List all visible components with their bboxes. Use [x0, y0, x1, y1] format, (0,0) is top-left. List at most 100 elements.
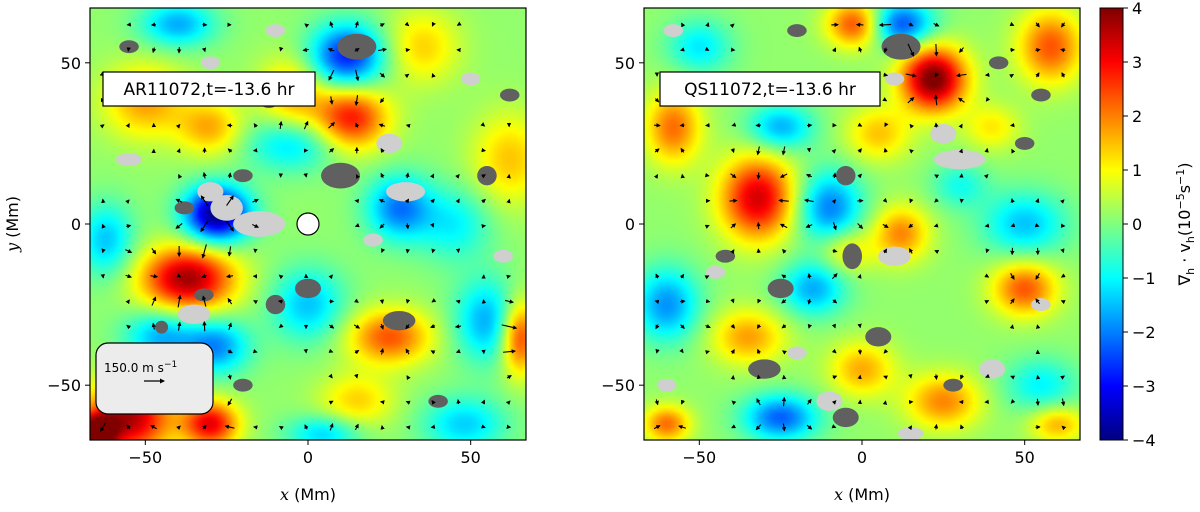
velocity-arrow [175, 223, 183, 229]
light-magnetic-patch [933, 149, 986, 170]
velocity-arrow [807, 398, 812, 405]
velocity-arrow [934, 250, 940, 255]
light-magnetic-patch [878, 246, 911, 266]
velocity-arrow [379, 72, 386, 78]
velocity-arrow [481, 174, 486, 179]
velocity-arrow [227, 246, 232, 257]
velocity-arrow [430, 324, 436, 329]
velocity-arrow [405, 172, 410, 179]
velocity-arrow [1061, 425, 1067, 431]
velocity-arrow [1009, 74, 1015, 79]
velocity-arrow [456, 21, 462, 26]
light-magnetic-patch [930, 124, 957, 144]
velocity-arrow [379, 223, 385, 229]
right-x-ticks: −50 0 50 [682, 440, 1035, 467]
velocity-arrow [405, 400, 411, 405]
velocity-arrow [329, 21, 334, 28]
velocity-arrow [907, 96, 915, 104]
velocity-arrow [431, 248, 436, 254]
velocity-arrow [354, 47, 360, 53]
velocity-arrow [430, 350, 436, 355]
velocity-arrow [405, 299, 411, 304]
velocity-arrow [354, 349, 360, 355]
velocity-arrow [456, 398, 461, 405]
velocity-arrow [1060, 375, 1066, 380]
velocity-arrow [933, 22, 940, 27]
y-tick-label: 50 [61, 54, 81, 73]
velocity-arrow [907, 425, 913, 431]
velocity-arrow [503, 349, 516, 354]
velocity-arrow [654, 399, 659, 406]
right-annotation: QS11072,t=-13.6 hr [659, 71, 881, 107]
velocity-arrow [909, 198, 914, 204]
velocity-arrow [729, 198, 738, 203]
dark-magnetic-patch [865, 327, 892, 347]
velocity-arrow [354, 373, 359, 379]
velocity-arrow [655, 348, 660, 354]
velocity-arrow [380, 147, 385, 153]
light-magnetic-patch [884, 72, 905, 86]
velocity-arrow [253, 123, 259, 128]
velocity-arrow [100, 422, 106, 433]
velocity-arrow [1009, 21, 1015, 26]
velocity-arrow [832, 248, 838, 253]
dark-magnetic-patch [499, 88, 520, 102]
velocity-arrow [1035, 22, 1040, 28]
velocity-arrow [227, 297, 233, 305]
velocity-arrow [1009, 324, 1015, 330]
velocity-arrow [379, 97, 385, 104]
velocity-arrow [679, 348, 684, 354]
velocity-arrow [934, 174, 940, 179]
light-magnetic-patch [663, 24, 684, 38]
velocity-arrow [705, 324, 711, 329]
velocity-arrow [781, 299, 787, 304]
velocity-arrow [1060, 398, 1066, 407]
velocity-arrow [455, 348, 461, 354]
velocity-arrow [354, 95, 359, 107]
velocity-arrow [328, 373, 333, 379]
velocity-arrow [831, 323, 836, 329]
velocity-arrow [730, 324, 736, 329]
velocity-arrow [101, 248, 106, 254]
velocity-arrow [328, 324, 335, 329]
velocity-arrow [729, 23, 735, 29]
velocity-arrow [201, 47, 207, 53]
dark-magnetic-patch [321, 162, 361, 189]
velocity-arrow [908, 247, 914, 254]
velocity-arrow [781, 396, 787, 407]
velocity-arrow [227, 398, 233, 406]
velocity-arrow [882, 97, 888, 102]
dark-magnetic-patch [842, 243, 863, 270]
right-x-axis-label: x (Mm) [834, 485, 890, 504]
dark-magnetic-patch [477, 165, 497, 186]
velocity-arrow [882, 223, 889, 228]
colorbar-tick-label: 1 [1132, 161, 1142, 180]
velocity-arrow [278, 323, 284, 329]
dark-magnetic-patch [748, 359, 781, 379]
velocity-arrow [756, 146, 761, 156]
colorbar: 4 3 2 1 0 −1 −2 −3 −4 ∇h · vh(10−5s−1) [1099, 0, 1197, 450]
velocity-arrow [506, 274, 512, 279]
velocity-arrow [404, 198, 410, 204]
velocity-arrow [832, 375, 838, 380]
velocity-arrow [125, 199, 130, 205]
velocity-arrow [1035, 398, 1040, 406]
dark-magnetic-patch [835, 165, 856, 186]
velocity-arrow [177, 321, 182, 331]
velocity-arrow [905, 73, 917, 78]
velocity-arrow [679, 299, 686, 304]
velocity-arrow [151, 296, 157, 306]
velocity-arrow [884, 122, 889, 128]
light-magnetic-patch [657, 378, 677, 392]
velocity-arrow [730, 173, 737, 179]
velocity-arrow [757, 298, 762, 304]
velocity-arrow [984, 273, 990, 278]
velocity-arrow [227, 374, 232, 380]
light-magnetic-patch [460, 72, 481, 86]
velocity-arrow [832, 222, 837, 231]
velocity-arrow [883, 72, 889, 77]
velocity-arrow [680, 147, 685, 153]
velocity-arrow [329, 422, 334, 431]
velocity-arrow [355, 122, 360, 128]
